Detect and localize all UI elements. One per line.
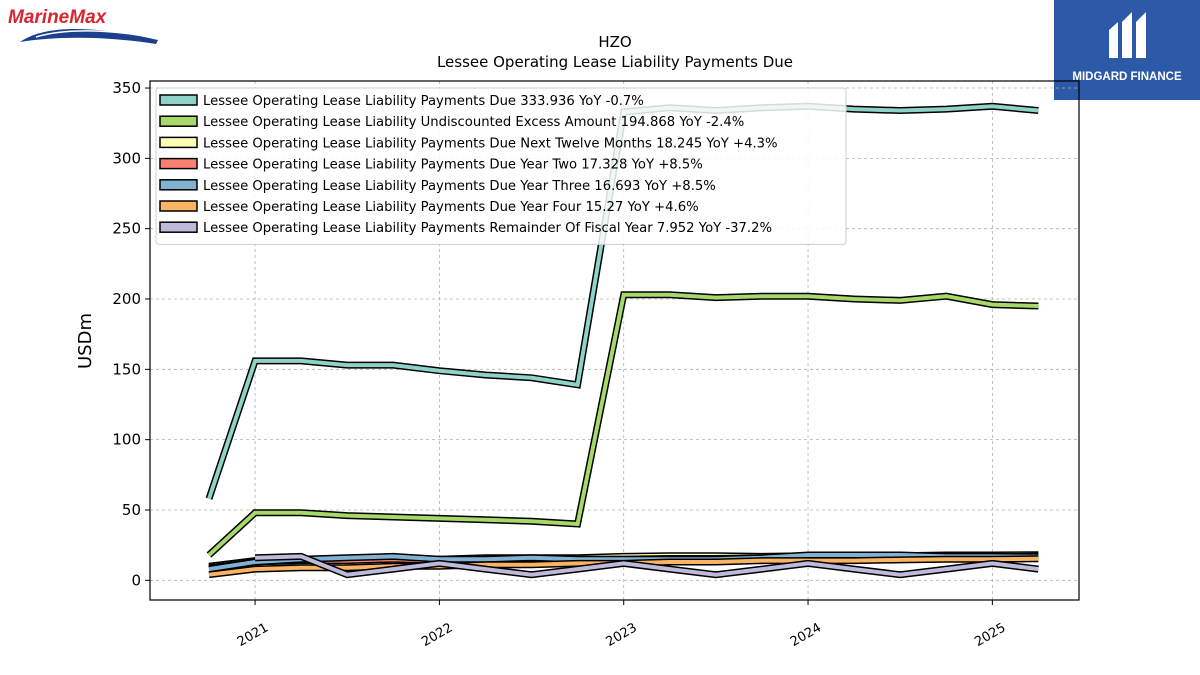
series-stroke xyxy=(255,554,1039,577)
legend-swatch xyxy=(159,179,198,191)
midgard-emblem-left xyxy=(1109,22,1118,58)
x-tick-label: 2022 xyxy=(419,620,455,650)
midgard-wordmark: MIDGARD FINANCE xyxy=(1072,71,1182,83)
legend-label: Lessee Operating Lease Liability Payment… xyxy=(203,221,772,236)
y-tick-label: 0 xyxy=(131,571,141,589)
marinemax-wordmark: MarineMax xyxy=(8,7,108,28)
plot-frame xyxy=(149,80,1080,601)
legend-swatch xyxy=(159,115,198,127)
y-tick-label: 50 xyxy=(122,501,141,519)
x-tick-label: 2024 xyxy=(788,620,824,650)
midgard-emblem-right xyxy=(1136,12,1146,58)
midgard-finance-logo: MIDGARD FINANCE xyxy=(1054,0,1200,100)
legend-label: Lessee Operating Lease Liability Payment… xyxy=(203,136,778,151)
midgard-emblem-mid xyxy=(1122,12,1132,58)
legend-box xyxy=(155,87,847,245)
legend-label: Lessee Operating Lease Liability Payment… xyxy=(203,158,703,173)
y-tick-label: 350 xyxy=(112,79,141,97)
series-stroke xyxy=(207,292,1039,557)
legend-swatch xyxy=(159,136,198,149)
legend-swatch xyxy=(159,157,198,170)
legend-swatch xyxy=(159,221,198,233)
series-line-5 xyxy=(208,551,1039,573)
x-tick-label: 2021 xyxy=(235,620,271,650)
y-tick-label: 100 xyxy=(112,431,141,449)
legend-label: Lessee Operating Lease Liability Undisco… xyxy=(203,115,744,130)
chart-subtitle: Lessee Operating Lease Liability Payment… xyxy=(437,53,793,71)
legend-label: Lessee Operating Lease Liability Payment… xyxy=(203,200,699,215)
legend-swatch xyxy=(159,94,198,106)
legend-label: Lessee Operating Lease Liability Payment… xyxy=(203,94,644,109)
y-tick-label: 300 xyxy=(112,149,141,167)
y-axis-label: USDm xyxy=(75,313,96,369)
marinemax-logo: MarineMax xyxy=(8,7,158,44)
y-tick-label: 150 xyxy=(112,360,141,378)
x-tick-label: 2023 xyxy=(604,620,640,650)
chart-title: HZO xyxy=(598,33,631,51)
series-line-7 xyxy=(254,552,1039,579)
series-stroke xyxy=(208,553,1039,572)
series-line-2 xyxy=(206,291,1039,558)
y-tick-label: 250 xyxy=(112,220,141,238)
y-tick-label: 200 xyxy=(112,290,141,308)
legend-swatch xyxy=(159,200,198,212)
legend: Lessee Operating Lease Liability Payment… xyxy=(155,87,847,245)
legend-label: Lessee Operating Lease Liability Payment… xyxy=(203,179,716,194)
x-tick-label: 2025 xyxy=(972,620,1008,650)
